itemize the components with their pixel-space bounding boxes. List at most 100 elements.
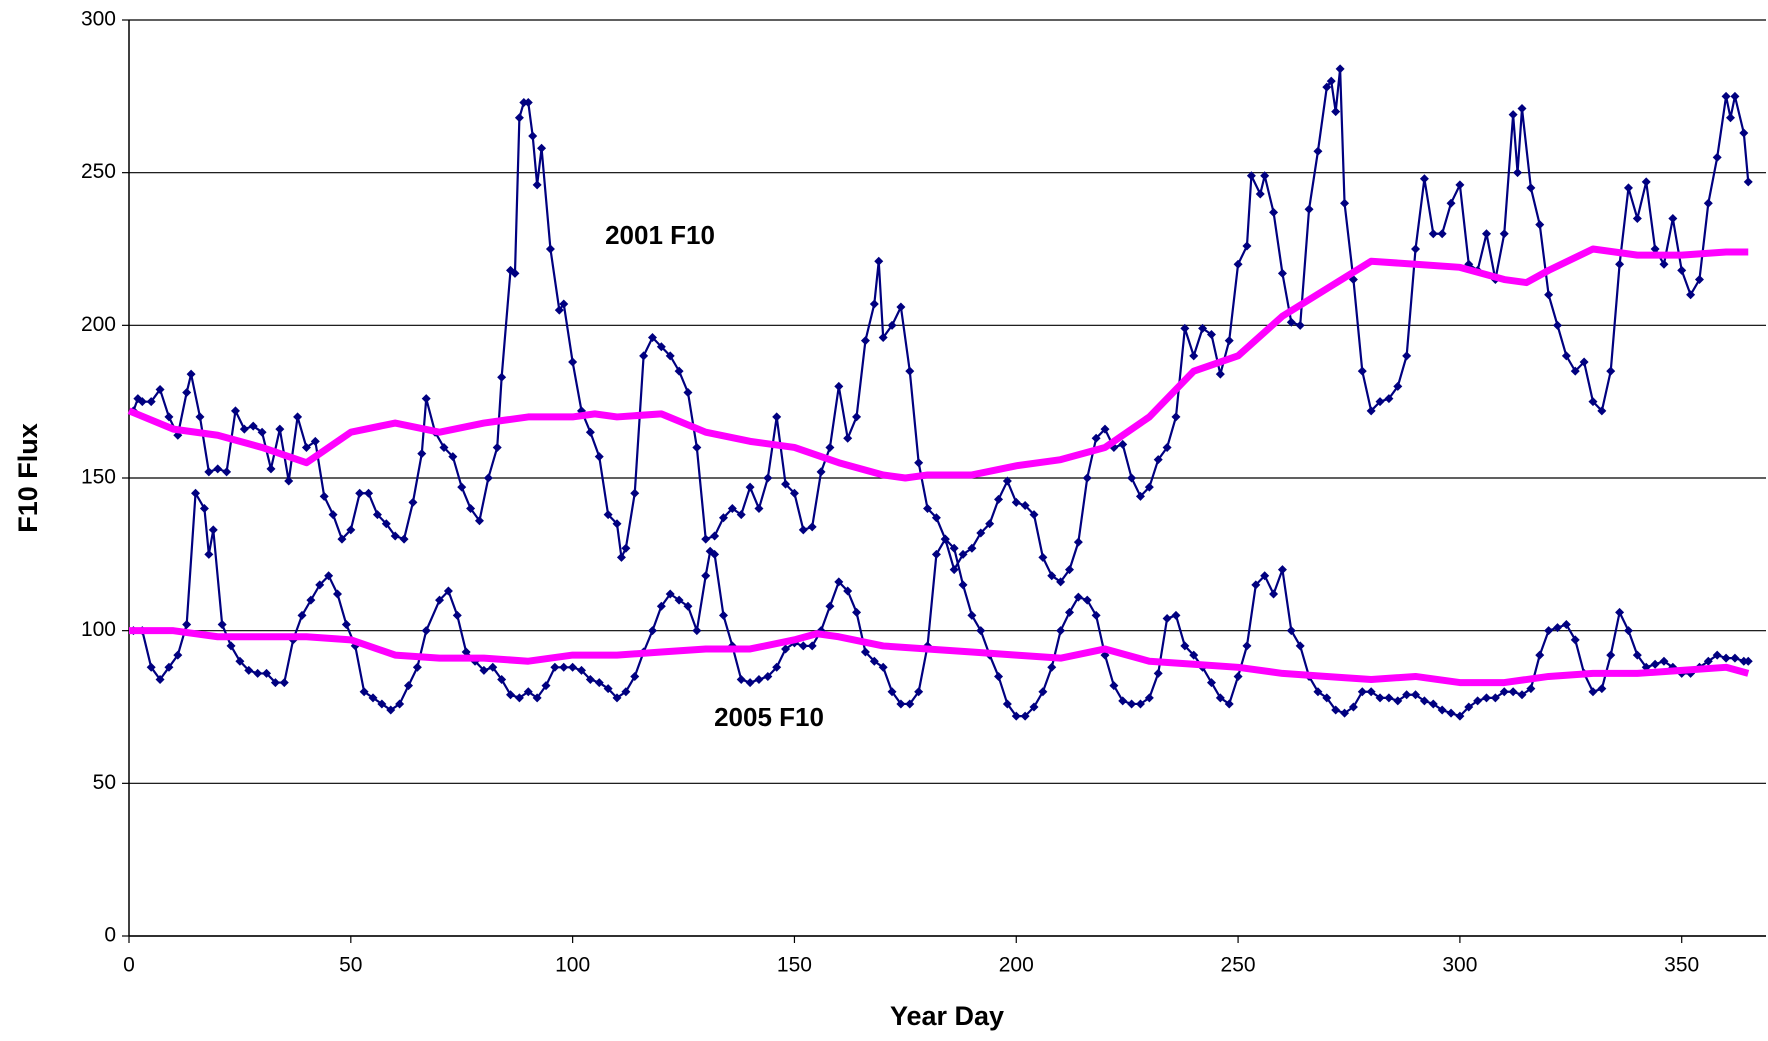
data-point xyxy=(621,687,631,697)
data-point xyxy=(736,510,746,520)
data-point xyxy=(896,699,906,709)
data-point xyxy=(275,424,285,434)
data-point xyxy=(781,644,791,654)
data-point xyxy=(976,528,986,538)
data-point xyxy=(1189,650,1199,660)
data-point xyxy=(860,647,870,657)
data-point xyxy=(940,534,950,544)
data-point xyxy=(674,595,684,605)
data-point xyxy=(146,662,156,672)
data-point xyxy=(1632,650,1642,660)
data-point xyxy=(1552,623,1562,633)
y-tick-label: 0 xyxy=(104,924,116,947)
data-point xyxy=(315,580,325,590)
data-point xyxy=(1135,491,1145,501)
data-point xyxy=(461,647,471,657)
data-point xyxy=(976,626,986,636)
data-point xyxy=(1002,699,1012,709)
data-point xyxy=(1606,650,1616,660)
data-point xyxy=(816,467,826,477)
data-point xyxy=(931,513,941,523)
data-point xyxy=(182,388,192,398)
data-point xyxy=(417,449,427,459)
data-point xyxy=(1215,369,1225,379)
data-point xyxy=(1393,381,1403,391)
data-point xyxy=(1348,702,1358,712)
data-point xyxy=(1144,693,1154,703)
y-tick-label: 250 xyxy=(81,160,116,183)
data-point xyxy=(1490,693,1500,703)
data-point xyxy=(1246,171,1256,181)
data-point xyxy=(506,690,516,700)
data-point xyxy=(1743,656,1753,666)
data-point xyxy=(466,504,476,514)
data-point xyxy=(204,467,214,477)
annotation: 2001 F10 xyxy=(605,220,715,250)
data-point xyxy=(173,650,183,660)
data-point xyxy=(692,442,702,452)
data-point xyxy=(1047,571,1057,581)
data-point xyxy=(439,442,449,452)
data-point xyxy=(421,626,431,636)
data-point xyxy=(1029,702,1039,712)
data-point xyxy=(1721,653,1731,663)
data-point xyxy=(843,433,853,443)
data-point xyxy=(1508,687,1518,697)
data-point xyxy=(1419,174,1429,184)
data-point xyxy=(1517,104,1527,114)
data-point xyxy=(412,662,422,672)
y-axis-label: F10 Flux xyxy=(13,423,43,533)
data-point xyxy=(852,412,862,422)
data-point xyxy=(1726,113,1736,123)
data-point xyxy=(1269,207,1279,217)
smoothed-line xyxy=(127,245,1749,482)
data-point xyxy=(333,589,343,599)
data-point xyxy=(457,482,467,492)
data-point xyxy=(1513,168,1523,178)
data-point xyxy=(869,656,879,666)
data-point xyxy=(1335,64,1345,74)
data-point xyxy=(665,589,675,599)
data-point xyxy=(887,687,897,697)
data-point xyxy=(1730,653,1740,663)
data-point xyxy=(213,464,223,474)
data-point xyxy=(346,525,356,535)
data-point xyxy=(514,693,524,703)
data-point xyxy=(1331,107,1341,117)
data-point xyxy=(337,534,347,544)
data-point xyxy=(1295,320,1305,330)
data-point xyxy=(324,571,334,581)
data-point xyxy=(483,473,493,483)
data-point xyxy=(967,610,977,620)
data-point xyxy=(1402,690,1412,700)
data-point xyxy=(1632,213,1642,223)
data-point xyxy=(545,244,555,254)
data-point xyxy=(1659,656,1669,666)
data-point xyxy=(372,510,382,520)
data-point xyxy=(164,412,174,422)
data-point xyxy=(204,549,214,559)
data-point xyxy=(692,626,702,636)
data-point xyxy=(1255,189,1265,199)
data-point xyxy=(1384,693,1394,703)
data-point xyxy=(1721,91,1731,101)
data-point xyxy=(772,412,782,422)
data-point xyxy=(1127,473,1137,483)
data-point xyxy=(257,427,267,437)
data-point xyxy=(435,595,445,605)
data-point xyxy=(523,97,533,107)
data-point xyxy=(1668,213,1678,223)
data-point xyxy=(1597,406,1607,416)
data-point xyxy=(230,406,240,416)
data-point xyxy=(319,491,329,501)
data-point xyxy=(736,675,746,685)
data-point xyxy=(754,675,764,685)
data-point xyxy=(359,687,369,697)
data-point xyxy=(1694,275,1704,285)
data-point xyxy=(443,586,453,596)
data-point xyxy=(763,671,773,681)
data-point xyxy=(1056,577,1066,587)
data-point xyxy=(421,394,431,404)
data-point xyxy=(554,305,564,315)
data-point xyxy=(647,333,657,343)
